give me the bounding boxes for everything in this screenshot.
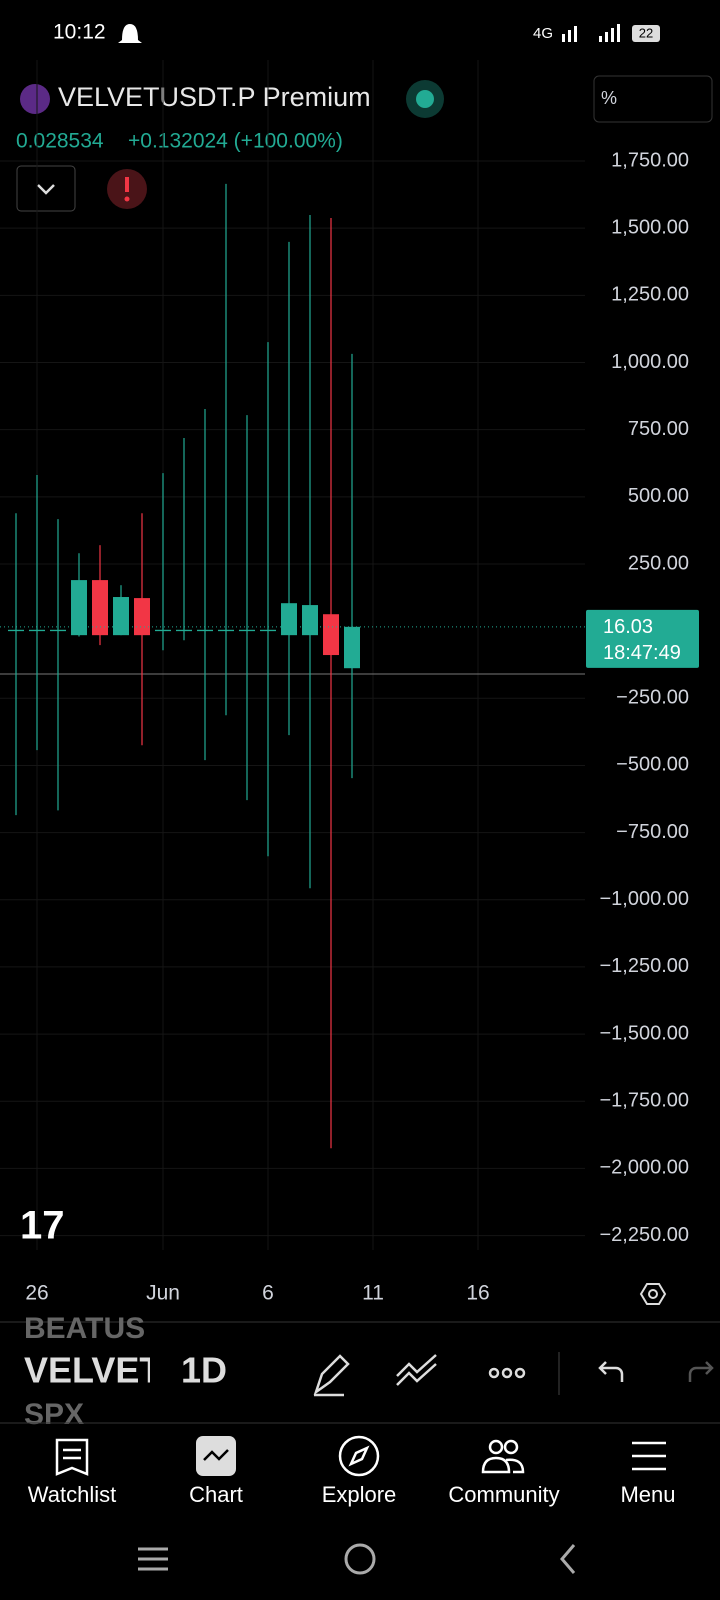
candle-body — [113, 597, 129, 636]
nav-label[interactable]: Community — [448, 1482, 559, 1507]
y-tick-label: 1,500.00 — [611, 216, 689, 238]
undo-icon[interactable] — [598, 1361, 624, 1382]
nav-label[interactable]: Chart — [189, 1482, 243, 1507]
y-tick-label: −1,000.00 — [599, 888, 689, 910]
interval[interactable]: 1D — [181, 1350, 227, 1391]
symbol-tab[interactable]: SPX — [24, 1398, 84, 1431]
bottom-nav: Watchlist Chart Explore Community Menu — [28, 1482, 676, 1507]
alert-icon-dot — [124, 196, 130, 202]
system-nav — [138, 1543, 576, 1575]
y-tick-label: 750.00 — [628, 418, 689, 440]
y-tick-label: 1,750.00 — [611, 149, 689, 171]
y-tick-label: −1,500.00 — [599, 1022, 689, 1044]
candle-body — [239, 629, 255, 632]
y-tick-label: −250.00 — [616, 687, 689, 709]
symbol-logo[interactable] — [20, 84, 50, 114]
candle-body — [344, 626, 360, 669]
candle-body — [197, 629, 213, 632]
trend-icon[interactable] — [396, 1354, 437, 1386]
x-tick-label: 6 — [262, 1282, 274, 1305]
x-tick-label: Jun — [146, 1282, 180, 1305]
price-label-bg — [586, 609, 699, 668]
candle-body — [29, 629, 45, 632]
candle-body — [281, 603, 297, 636]
y-tick-label: 250.00 — [628, 552, 689, 574]
y-tick-label: −2,000.00 — [599, 1157, 689, 1179]
scale-button[interactable] — [593, 75, 713, 123]
candle-body — [50, 629, 66, 632]
symbol-name[interactable]: VELVETUSDT.P Premium — [58, 82, 371, 112]
y-tick-label: 1,250.00 — [611, 284, 689, 306]
chevron-icon — [37, 184, 55, 195]
battery-level: 22 — [639, 25, 653, 40]
network: 4G — [533, 25, 553, 42]
countdown: 18:47:49 — [603, 642, 681, 664]
last-price: 0.028534 — [16, 130, 104, 153]
symbol-tab[interactable]: VELVET — [24, 1350, 161, 1391]
x-tick-label: 11 — [362, 1282, 384, 1305]
candle-body — [155, 629, 171, 632]
collapse-button[interactable] — [16, 165, 76, 212]
candle-body — [302, 605, 318, 636]
y-tick-label: −1,750.00 — [599, 1090, 689, 1112]
candle-body — [176, 629, 192, 632]
status-dot — [416, 90, 434, 108]
clock: 10:12 — [53, 21, 106, 44]
x-tick-label: 16 — [466, 1282, 489, 1305]
nav-label[interactable]: Explore — [322, 1482, 397, 1507]
candle-body — [218, 629, 234, 632]
scale-button-label[interactable]: % — [601, 88, 617, 108]
symbol-tab[interactable]: BEATUS — [24, 1312, 145, 1345]
candle-body — [92, 580, 108, 636]
chart: 1,750.00 1,500.00 1,250.00 1,000.00 750.00 50… — [0, 60, 699, 1305]
price-label: 16.03 — [603, 616, 653, 638]
x-tick-label: 26 — [25, 1282, 48, 1305]
y-tick-label: −750.00 — [616, 821, 689, 843]
y-tick-label: 1,000.00 — [611, 351, 689, 373]
candle-body — [71, 580, 87, 636]
y-tick-label: −2,250.00 — [599, 1224, 689, 1246]
candle-body — [8, 629, 24, 632]
y-tick-label: −1,250.00 — [599, 955, 689, 977]
signal-icons — [562, 24, 620, 42]
tv-logo: 17 — [20, 1204, 65, 1248]
battery — [632, 25, 660, 42]
draw-icon[interactable] — [313, 1354, 350, 1397]
snapchat-icon — [118, 24, 142, 43]
alert-icon — [125, 177, 129, 192]
nav-label[interactable]: Menu — [620, 1482, 675, 1507]
candle-body — [260, 629, 276, 632]
redo-icon[interactable] — [688, 1361, 714, 1382]
nav-icons — [55, 1435, 666, 1477]
price-change: +0.132024 (+100.00%) — [128, 130, 343, 153]
candle-body — [134, 598, 150, 636]
settings-icon[interactable] — [639, 1283, 667, 1305]
y-tick-label: −500.00 — [616, 754, 689, 776]
y-tick-label: 500.00 — [628, 485, 689, 507]
more-icon[interactable] — [488, 1367, 526, 1379]
candle-body — [323, 614, 339, 656]
nav-label[interactable]: Watchlist — [28, 1482, 116, 1507]
tab-mask — [150, 1330, 170, 1410]
